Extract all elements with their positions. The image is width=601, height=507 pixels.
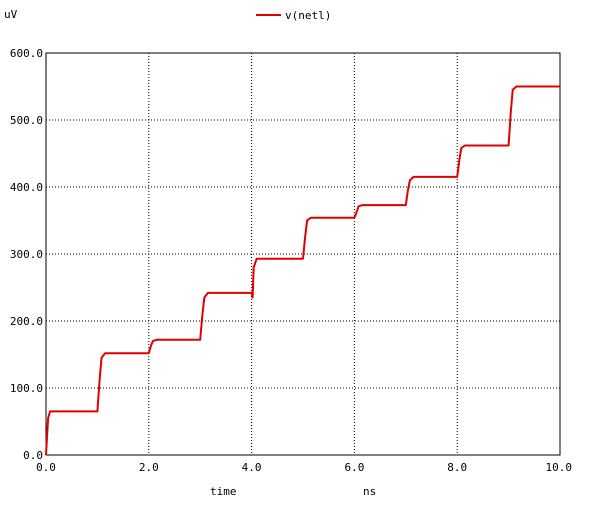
x-axis-label: time: [210, 485, 237, 498]
series-layer: [45, 85, 560, 456]
y-axis-unit-label: uV: [4, 8, 18, 21]
y-tick-label: 400.0: [10, 181, 43, 194]
y-tick-label: 200.0: [10, 315, 43, 328]
x-tick-label: 2.0: [139, 461, 159, 474]
x-tick-label: 10.0: [546, 461, 573, 474]
y-tick-label: 0.0: [23, 449, 43, 462]
legend: v(netl): [256, 9, 331, 22]
y-tick-label: 600.0: [10, 47, 43, 60]
y-tick-label: 300.0: [10, 248, 43, 261]
tick-labels: 0.0 100.0 200.0 300.0 400.0 500.0 600.0 0.0 2.0 4…: [10, 47, 572, 474]
y-tick-label: 100.0: [10, 382, 43, 395]
x-tick-label: 8.0: [447, 461, 467, 474]
x-tick-label: 0.0: [36, 461, 56, 474]
series-line-v-netl: [45, 85, 560, 456]
y-tick-label: 500.0: [10, 114, 43, 127]
x-axis-unit-label: ns: [363, 485, 376, 498]
x-tick-label: 4.0: [242, 461, 262, 474]
legend-label-v-netl: v(netl): [285, 9, 331, 22]
x-tick-label: 6.0: [344, 461, 364, 474]
plot-frame: [45, 52, 561, 456]
